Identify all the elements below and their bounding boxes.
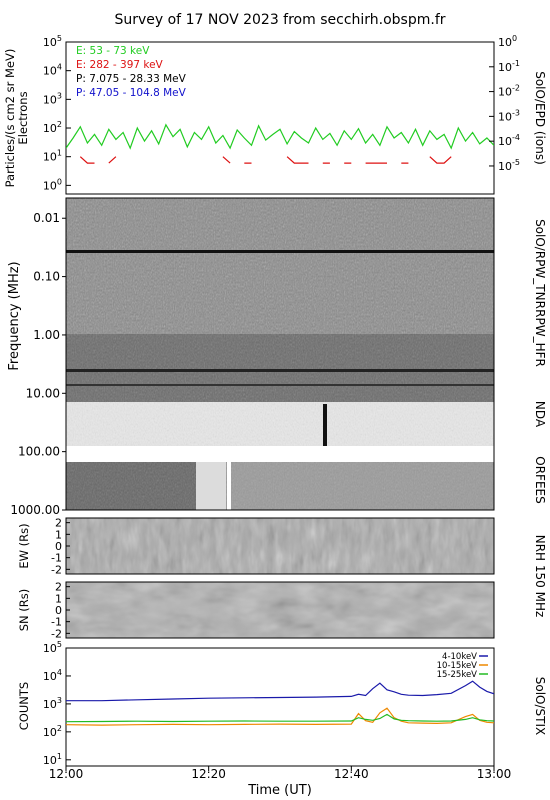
x-axis-label: Time (UT): [247, 783, 312, 798]
epd-ytick-label-0: 100: [43, 177, 62, 192]
x-axis-ticks: 12:00 12:20 12:40 13:00: [49, 766, 512, 781]
epd-legend-entry-3: P: 47.05 - 104.8 MeV: [76, 87, 187, 99]
nrh-right-label: NRH 150 MHz: [533, 535, 547, 618]
epd-ytick-label-2: 102: [43, 120, 62, 135]
nrh-sn-ytick-label-2: 0: [55, 604, 62, 617]
radio-ytick-label-1: 0.10: [33, 270, 60, 284]
stix-legend-label-0: 4-10keV: [442, 652, 477, 662]
x-tick-label-1: 12:20: [191, 767, 226, 781]
stix-ylabel: COUNTS: [17, 682, 31, 730]
radio-ytick-label-0: 0.01: [33, 211, 60, 225]
radio-ytick-label-2: 1.00: [33, 328, 60, 342]
nrh-ew-ylabel: EW (Rs): [17, 523, 31, 568]
radio-ylabel: Frequency (MHz): [7, 261, 22, 370]
stix-ytick-label-2: 103: [43, 696, 62, 711]
epd-ylabel-line1: Particles/(s cm2 sr MeV): [3, 49, 17, 188]
epd-right-ticks: 10-5 10-4 10-3 10-2 10-1 100: [489, 34, 520, 173]
nda-spike: [323, 404, 327, 446]
stix-ytick-label-3: 104: [43, 668, 62, 683]
stix-plot-frame: [65, 647, 495, 767]
radio-ytick-label-3: 10.00: [26, 386, 60, 400]
stix-y-ticks: 101 102 103 104 105: [43, 640, 71, 767]
hfr-texture: [66, 334, 494, 402]
stix-series-line-1: [66, 707, 494, 726]
epd-rtick-label-0: 10-5: [498, 158, 520, 173]
stix-series-line-0: [66, 680, 494, 702]
hfr-dark-stripe-2: [66, 384, 494, 386]
radio-frame: [65, 197, 495, 511]
nrh-sn-texture: [66, 582, 494, 638]
epd-right-label: SolO/EPD (ions): [533, 71, 547, 165]
epd-rtick-label-2: 10-3: [498, 108, 520, 123]
radio-right-label-nda: NDA: [533, 401, 547, 428]
epd-y-ticks: 100 101 102 103 104 105: [43, 34, 71, 192]
stix-legend-label-2: 15-25keV: [437, 670, 478, 680]
radio-right-label-orfees: ORFEES: [533, 456, 547, 503]
orfees-data-gap: [227, 462, 231, 510]
radio-y-ticks: 0.01 0.10 1.00 10.00 100.00 1000.00: [10, 211, 66, 517]
epd-ytick-label-5: 105: [43, 34, 62, 49]
nrh-sn-ytick-label-1: -1: [51, 616, 62, 629]
stix-ytick-label-4: 105: [43, 640, 62, 655]
epd-series-group: [66, 123, 494, 164]
nrh-ew-ytick-label-4: 2: [55, 517, 62, 530]
epd-legend-entry-0: E: 53 - 73 keV: [76, 45, 150, 57]
stix-series-group: [66, 680, 494, 726]
tnr-texture: [66, 198, 494, 334]
nrh-ew-ytick-label-1: -1: [51, 552, 62, 565]
nrh-ew-ytick-label-2: 0: [55, 540, 62, 553]
epd-plot-frame: [65, 41, 495, 195]
epd-series-line-1: [79, 156, 452, 164]
epd-rtick-label-3: 10-2: [498, 84, 520, 99]
epd-series-line-0: [66, 123, 494, 150]
hfr-dark-stripe: [66, 369, 494, 372]
nda-texture: [66, 402, 494, 446]
stix-legend-label-1: 10-15keV: [437, 661, 478, 671]
epd-ytick-label-3: 103: [43, 91, 62, 106]
nrh-ew-ytick-label-0: -2: [51, 563, 62, 576]
nrh-sn-ytick-label-3: 1: [55, 592, 62, 605]
stix-right-label: SolO/STIX: [533, 677, 547, 736]
stix-ytick-label-1: 102: [43, 724, 62, 739]
radio-gap: [66, 446, 494, 462]
radio-right-label-hfr: RPW_HFR: [533, 309, 547, 367]
epd-ylabel-line2: Electrons: [16, 91, 30, 144]
figure-title: Survey of 17 NOV 2023 from secchirh.obsp…: [114, 12, 445, 28]
radio-ytick-label-5: 1000.00: [10, 503, 60, 517]
nrh-ew-texture: [66, 518, 494, 574]
x-tick-label-3: 13:00: [477, 767, 512, 781]
orfees-gap-1: [196, 462, 226, 510]
epd-legend: E: 53 - 73 keV E: 282 - 397 keV P: 7.075 -…: [76, 45, 187, 99]
orfees-texture: [66, 462, 494, 510]
epd-legend-entry-2: P: 7.075 - 28.33 MeV: [76, 73, 187, 85]
stix-series-line-2: [66, 713, 494, 723]
epd-rtick-label-1: 10-4: [498, 133, 520, 148]
x-tick-label-2: 12:40: [334, 767, 369, 781]
epd-legend-entry-1: E: 282 - 397 keV: [76, 59, 164, 71]
radio-ytick-label-4: 100.00: [18, 445, 60, 459]
epd-ytick-label-4: 104: [43, 63, 62, 78]
epd-ytick-label-1: 101: [43, 149, 62, 164]
nrh-sn-ylabel: SN (Rs): [17, 589, 31, 632]
tnr-persistent-line: [66, 250, 494, 253]
epd-rtick-label-5: 100: [498, 34, 517, 49]
radio-right-label-tnr: SolO/RPW_TNR: [533, 219, 547, 309]
stix-ytick-label-0: 101: [43, 752, 62, 767]
nrh-sn-ytick-label-4: 2: [55, 581, 62, 594]
nrh-sn-ytick-label-0: -2: [51, 627, 62, 640]
nrh-ew-ytick-label-3: 1: [55, 528, 62, 541]
x-tick-label-0: 12:00: [49, 767, 84, 781]
epd-rtick-label-4: 10-1: [498, 59, 520, 74]
radio-spectrum-panel: 0.01 0.10 1.00 10.00 100.00 1000.00 Frequency…: [7, 197, 547, 517]
